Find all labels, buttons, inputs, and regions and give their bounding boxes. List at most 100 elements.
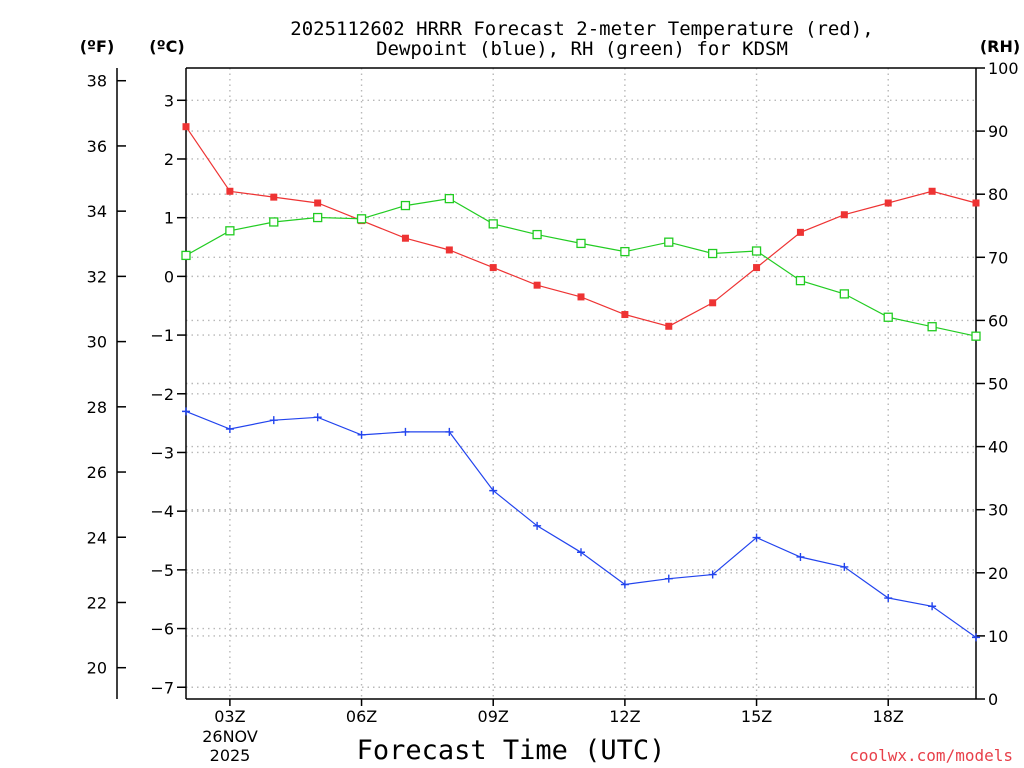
dewpoint-point	[708, 570, 717, 579]
dewpoint-point	[620, 580, 629, 589]
grid	[186, 68, 976, 699]
dewpoint-point	[357, 430, 366, 439]
dewpoint-point	[269, 416, 278, 425]
celsius-tick-label: 2	[164, 150, 174, 169]
fahrenheit-tick-label: 32	[87, 267, 107, 286]
dewpoint-point	[928, 602, 937, 611]
fahrenheit-tick-label: 20	[87, 659, 107, 678]
dewpoint-point	[884, 594, 893, 603]
temperature-point	[709, 299, 717, 307]
celsius-tick-label: 1	[164, 209, 174, 228]
temperature-point	[401, 234, 409, 242]
rh-point	[356, 214, 367, 224]
rh-point	[532, 229, 542, 240]
temperature-point	[796, 228, 804, 236]
rh-point	[488, 219, 498, 229]
celsius-tick-label: −5	[150, 561, 174, 580]
temperature-point	[884, 199, 892, 207]
x-tick-label: 12Z	[609, 707, 640, 726]
rh-tick-label: 100	[988, 59, 1019, 78]
temperature-point	[665, 322, 673, 330]
rh-point	[664, 237, 674, 247]
fahrenheit-tick-label: 24	[87, 528, 107, 547]
rh-tick-label: 70	[988, 248, 1008, 267]
temperature-point	[314, 199, 322, 207]
rh-tick-label: 60	[988, 311, 1008, 330]
temperature-point	[577, 293, 585, 301]
fahrenheit-tick-label: 30	[87, 333, 107, 352]
rh-point	[444, 193, 454, 204]
dewpoint-point	[752, 533, 761, 542]
fahrenheit-tick-label: 38	[87, 72, 107, 91]
dewpoint-point	[796, 552, 805, 561]
temperature-point	[928, 187, 936, 195]
celsius-tick-label: −7	[150, 678, 174, 697]
rh-tick-label: 0	[988, 690, 998, 709]
fahrenheit-tick-label: 26	[87, 463, 107, 482]
x-tick-label: 15Z	[741, 707, 772, 726]
dewpoint-point	[664, 574, 673, 583]
fahrenheit-unit-label: (ºF)	[80, 37, 115, 56]
axes	[116, 67, 985, 706]
x-tick-label: 18Z	[873, 707, 904, 726]
temperature-point	[270, 193, 278, 201]
chart-title-line1: 2025112602 HRRR Forecast 2-meter Tempera…	[290, 18, 873, 40]
dewpoint-point	[840, 562, 849, 571]
date-label-year: 2025	[210, 746, 251, 765]
rh-point	[225, 226, 235, 236]
rh-point	[927, 322, 937, 332]
rh-point	[269, 217, 279, 227]
rh-point	[313, 212, 323, 223]
rh-tick-label: 30	[988, 501, 1008, 520]
credit-link[interactable]: coolwx.com/models	[849, 746, 1013, 765]
dewpoint-point	[182, 407, 190, 416]
dewpoint-point	[972, 633, 980, 642]
rh-tick-label: 90	[988, 122, 1008, 141]
celsius-tick-label: 0	[164, 267, 174, 286]
dewpoint-point	[489, 486, 498, 495]
rh-point	[839, 289, 849, 299]
rh-point	[620, 246, 630, 257]
celsius-tick-label: 3	[164, 91, 174, 110]
rh-point	[400, 200, 411, 211]
rh-point	[971, 331, 981, 341]
x-tick-label: 03Z	[214, 707, 245, 726]
temperature-point	[489, 264, 497, 272]
series-layer	[181, 123, 981, 642]
celsius-unit-label: (ºC)	[149, 37, 184, 56]
rh-unit-label: (RH)	[980, 37, 1020, 56]
rh-point	[181, 250, 191, 261]
fahrenheit-tick-label: 34	[87, 202, 107, 221]
dewpoint-point	[401, 427, 410, 436]
dewpoint-line	[185, 410, 977, 638]
date-label-day: 26NOV	[202, 727, 258, 746]
celsius-tick-label: −3	[150, 443, 174, 462]
rh-tick-label: 20	[988, 564, 1008, 583]
x-axis-label: Forecast Time (UTC)	[357, 735, 666, 766]
rh-tick-label: 10	[988, 627, 1008, 646]
fahrenheit-tick-label: 28	[87, 398, 107, 417]
celsius-tick-label: −1	[150, 326, 174, 345]
chart-title-line2: Dewpoint (blue), RH (green) for KDSM	[376, 38, 788, 60]
dewpoint-point	[445, 427, 454, 436]
rh-tick-label: 80	[988, 185, 1008, 204]
temperature-point	[972, 199, 980, 207]
dewpoint-point	[225, 424, 234, 433]
temperature-point	[182, 123, 190, 131]
celsius-tick-label: −2	[150, 385, 174, 404]
x-tick-label: 09Z	[478, 707, 509, 726]
temperature-point	[226, 187, 234, 195]
rh-point	[883, 312, 893, 322]
temperature-point	[753, 264, 761, 272]
temperature-point	[621, 311, 629, 319]
rh-point	[576, 238, 586, 249]
rh-point	[751, 246, 762, 256]
rh-line	[185, 197, 977, 337]
rh-point	[795, 275, 806, 286]
dewpoint-point	[533, 521, 542, 530]
tick-labels: 03Z 06Z 09Z 12Z 15Z 18Z3210−1−2−3−4−5−6−73836…	[87, 59, 1019, 726]
fahrenheit-tick-label: 22	[87, 593, 107, 612]
celsius-tick-label: −4	[150, 502, 174, 521]
temperature-point	[445, 246, 453, 254]
temperature-point	[840, 211, 848, 219]
